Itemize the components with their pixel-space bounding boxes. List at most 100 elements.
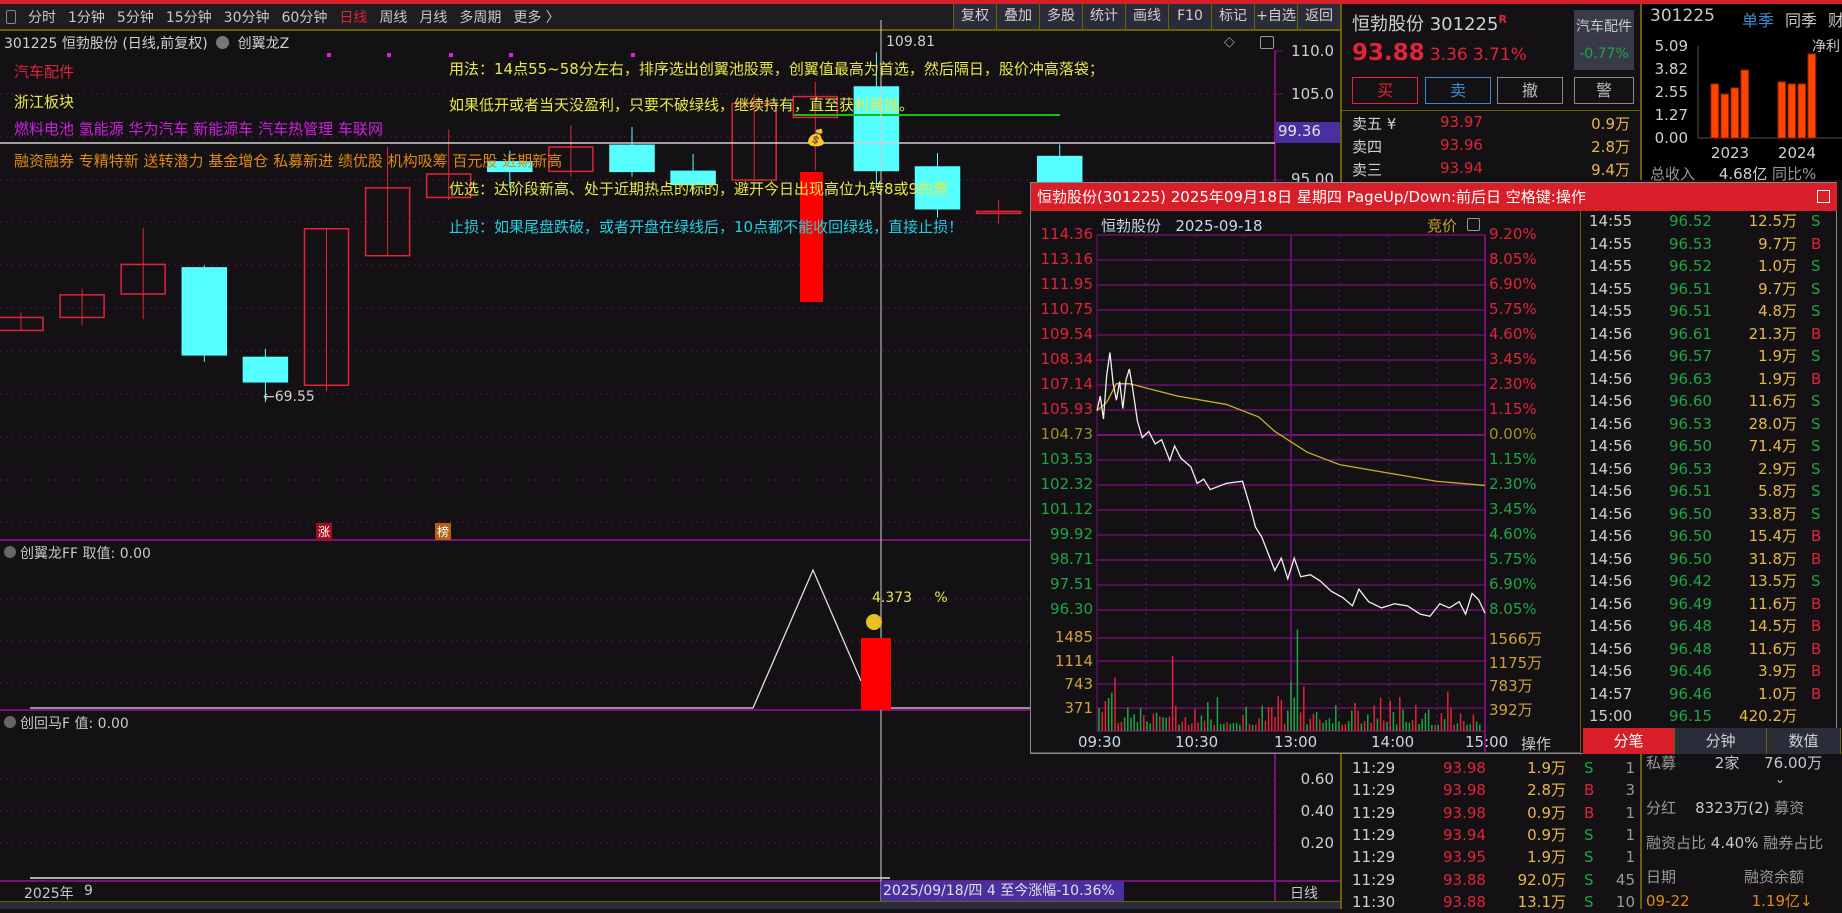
toolbar-button-5[interactable]: F10 xyxy=(1168,4,1211,29)
buy-button[interactable]: 买 xyxy=(1352,77,1418,104)
pct-tick: 4.60% xyxy=(1489,325,1537,343)
period-tab-8[interactable]: 月线 xyxy=(419,9,448,26)
tab-same-quarter[interactable]: 同季 xyxy=(1785,11,1818,30)
pct-tick: 5.75% xyxy=(1489,300,1537,318)
revenue-label: 总收入 xyxy=(1650,165,1696,183)
trade-time: 14:55 xyxy=(1589,257,1633,275)
popup-titlebar[interactable]: 恒勃股份(301225) 2025年09月18日 星期四 PageUp/Down… xyxy=(1031,183,1837,211)
trade-price: 96.61 xyxy=(1669,324,1712,343)
trade-volume: 2.9万 xyxy=(1758,459,1797,478)
trade-time: 14:56 xyxy=(1589,527,1633,545)
trade-price: 96.52 xyxy=(1669,257,1712,275)
popup-tab-2[interactable]: 数值 xyxy=(1767,728,1841,754)
price-change-pct: 3.71% xyxy=(1472,45,1527,65)
trade-count: 1 xyxy=(1625,759,1635,777)
diamond-icon[interactable]: ◇ xyxy=(1224,34,1235,50)
popup-title: 恒勃股份(301225) 2025年09月18日 星期四 PageUp/Down… xyxy=(1037,188,1586,206)
trade-time: 14:56 xyxy=(1589,369,1633,388)
popup-trade-row: 14:56 96.42 13.5万 S xyxy=(1583,570,1837,593)
finance-y-tick: 2.55 xyxy=(1655,83,1688,101)
popup-trade-row: 14:56 96.50 31.8万 B xyxy=(1583,548,1837,571)
bottom-tab-bar[interactable] xyxy=(0,901,1340,909)
volume-right-tick: 1175万 xyxy=(1489,653,1543,672)
toolbar-button-0[interactable]: 复权 xyxy=(953,4,996,29)
sector-box[interactable]: 汽车配件 -0.77% xyxy=(1574,10,1634,70)
toolbar-button-2[interactable]: 多股 xyxy=(1039,4,1082,29)
finance-year-label: 2024 xyxy=(1778,144,1816,162)
toolbar-button-6[interactable]: 标记 xyxy=(1211,4,1254,29)
trade-price: 96.50 xyxy=(1669,504,1712,523)
period-tab-6[interactable]: 日线 xyxy=(339,9,368,26)
profit-bar xyxy=(1720,93,1729,139)
trade-volume: 0.9万 xyxy=(1527,825,1566,844)
trade-row: 11:29 93.98 1.9万 S 1 xyxy=(1348,757,1638,780)
toolbar-button-4[interactable]: 画线 xyxy=(1125,4,1168,29)
period-tab-4[interactable]: 30分钟 xyxy=(223,9,270,26)
trade-volume: 1.9万 xyxy=(1527,759,1566,777)
indicator-dropdown-icon[interactable] xyxy=(216,36,230,49)
popup-tab-0[interactable]: 分笔 xyxy=(1583,728,1675,754)
indicator1-readout: 4.373 % xyxy=(872,590,948,606)
window-top-border xyxy=(0,0,1842,4)
trade-side: B xyxy=(1584,803,1595,822)
popup-trade-row: 14:56 96.57 1.9万 S xyxy=(1583,345,1837,368)
alert-button[interactable]: 警 xyxy=(1574,77,1634,104)
limit-up-badge[interactable]: 涨 xyxy=(316,523,333,540)
dragon-tiger-badge[interactable]: 榜 xyxy=(435,523,452,540)
intraday-chart[interactable] xyxy=(1031,183,1581,755)
price-tick: 102.32 xyxy=(1040,475,1094,493)
trade-side: B xyxy=(1811,549,1822,568)
toolbar-button-1[interactable]: 叠加 xyxy=(996,4,1039,29)
pct-tick: 3.45% xyxy=(1489,350,1537,368)
tab-single-quarter[interactable]: 单季 xyxy=(1742,11,1775,30)
period-tab-2[interactable]: 5分钟 xyxy=(116,9,154,26)
trade-time: 11:29 xyxy=(1352,825,1396,844)
auction-toggle[interactable]: 竞价 xyxy=(1427,217,1458,235)
ask-label: 卖三 xyxy=(1352,161,1383,179)
panel-toggle-icon[interactable] xyxy=(1260,36,1274,49)
popup-tab-1[interactable]: 分钟 xyxy=(1675,728,1767,754)
trade-price: 96.63 xyxy=(1669,369,1712,388)
trade-time: 11:29 xyxy=(1352,803,1396,822)
divider xyxy=(1640,754,1642,909)
trade-price: 96.53 xyxy=(1669,459,1712,478)
trade-time: 11:29 xyxy=(1352,848,1396,867)
expand-chevron-icon[interactable]: ⌄ xyxy=(1775,772,1786,786)
trade-count: 45 xyxy=(1615,870,1635,889)
maximize-icon[interactable] xyxy=(1817,190,1830,203)
period-tab-9[interactable]: 多周期 xyxy=(459,9,502,26)
trade-side: B xyxy=(1811,662,1822,680)
period-tab-5[interactable]: 60分钟 xyxy=(281,9,328,26)
panel-toggle-icon[interactable] xyxy=(1467,218,1480,231)
finance-code: 301225 xyxy=(1650,6,1715,26)
period-tab-1[interactable]: 1分钟 xyxy=(68,9,105,26)
time-tick: 14:00 xyxy=(1371,733,1415,751)
pct-tick: 8.05% xyxy=(1489,600,1537,618)
stock-name-text: 恒勃股份 xyxy=(1352,14,1424,35)
toolbar-button-8[interactable]: 返回 xyxy=(1297,4,1340,29)
tab-finance[interactable]: 财 xyxy=(1828,11,1842,30)
period-tab-3[interactable]: 15分钟 xyxy=(165,9,212,26)
intraday-popup[interactable]: 恒勃股份(301225) 2025年09月18日 星期四 PageUp/Down… xyxy=(1030,182,1841,755)
toolbar-button-7[interactable]: +自选 xyxy=(1254,4,1297,29)
cancel-order-button[interactable]: 撤 xyxy=(1497,77,1563,104)
pct-tick: 8.05% xyxy=(1489,250,1537,268)
toolbar-button-3[interactable]: 统计 xyxy=(1082,4,1125,29)
indicator2-label: 创回马F 值: 0.00 xyxy=(4,713,129,733)
period-tab-7[interactable]: 周线 xyxy=(379,9,408,26)
operate-button[interactable]: 操作 xyxy=(1521,735,1552,753)
div-label: 分红 xyxy=(1646,799,1677,817)
average-price-line xyxy=(1096,383,1486,487)
period-tab-10[interactable]: 更多 〉 xyxy=(513,9,560,26)
collapse-icon[interactable] xyxy=(4,716,16,728)
indicator-name[interactable]: 创翼龙Z xyxy=(237,36,290,52)
divider xyxy=(1580,211,1581,755)
collapse-icon[interactable] xyxy=(4,546,16,558)
y-tick: 0.20 xyxy=(1300,834,1334,852)
trade-side: B xyxy=(1811,594,1822,613)
sell-button[interactable]: 卖 xyxy=(1425,77,1491,104)
trade-count: 1 xyxy=(1625,848,1635,867)
date-axis-year: 2025年 xyxy=(24,886,74,902)
period-tab-0[interactable]: 分时 xyxy=(28,9,56,26)
sidebar-toggle-icon[interactable] xyxy=(6,9,16,24)
